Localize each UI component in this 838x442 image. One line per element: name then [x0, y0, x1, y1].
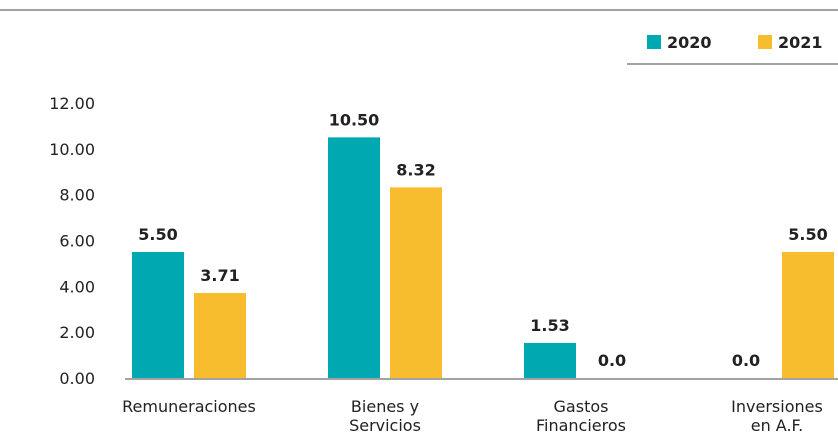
value-label: 5.50	[788, 225, 827, 244]
bar	[194, 292, 246, 378]
value-label: 0.0	[598, 351, 626, 370]
y-tick-label: 4.00	[59, 277, 95, 296]
legend-swatch	[647, 35, 661, 49]
value-label: 8.32	[396, 160, 435, 179]
value-label: 10.50	[329, 110, 380, 129]
bar	[782, 251, 834, 378]
value-label: 1.53	[530, 316, 569, 335]
y-tick-label: 12.00	[49, 94, 95, 113]
legend-label: 2020	[667, 33, 712, 52]
legend-label: 2021	[778, 33, 823, 52]
value-label: 0.0	[732, 351, 760, 370]
value-label: 3.71	[200, 266, 239, 285]
bar	[328, 137, 380, 378]
y-tick-label: 0.00	[59, 369, 95, 388]
y-tick-label: 2.00	[59, 323, 95, 342]
x-tick-label: Inversiones en A.F.	[731, 397, 823, 435]
bar	[390, 187, 442, 378]
x-tick-label: Remuneraciones	[122, 397, 256, 416]
y-tick-label: 8.00	[59, 186, 95, 205]
y-tick-label: 6.00	[59, 232, 95, 251]
y-tick-label: 10.00	[49, 140, 95, 159]
legend-swatch	[758, 35, 772, 49]
x-tick-label: Bienes y Servicios	[349, 397, 421, 435]
x-tick-label: Gastos Financieros	[536, 397, 626, 435]
bar	[132, 251, 184, 378]
bar	[524, 342, 576, 378]
value-label: 5.50	[138, 225, 177, 244]
